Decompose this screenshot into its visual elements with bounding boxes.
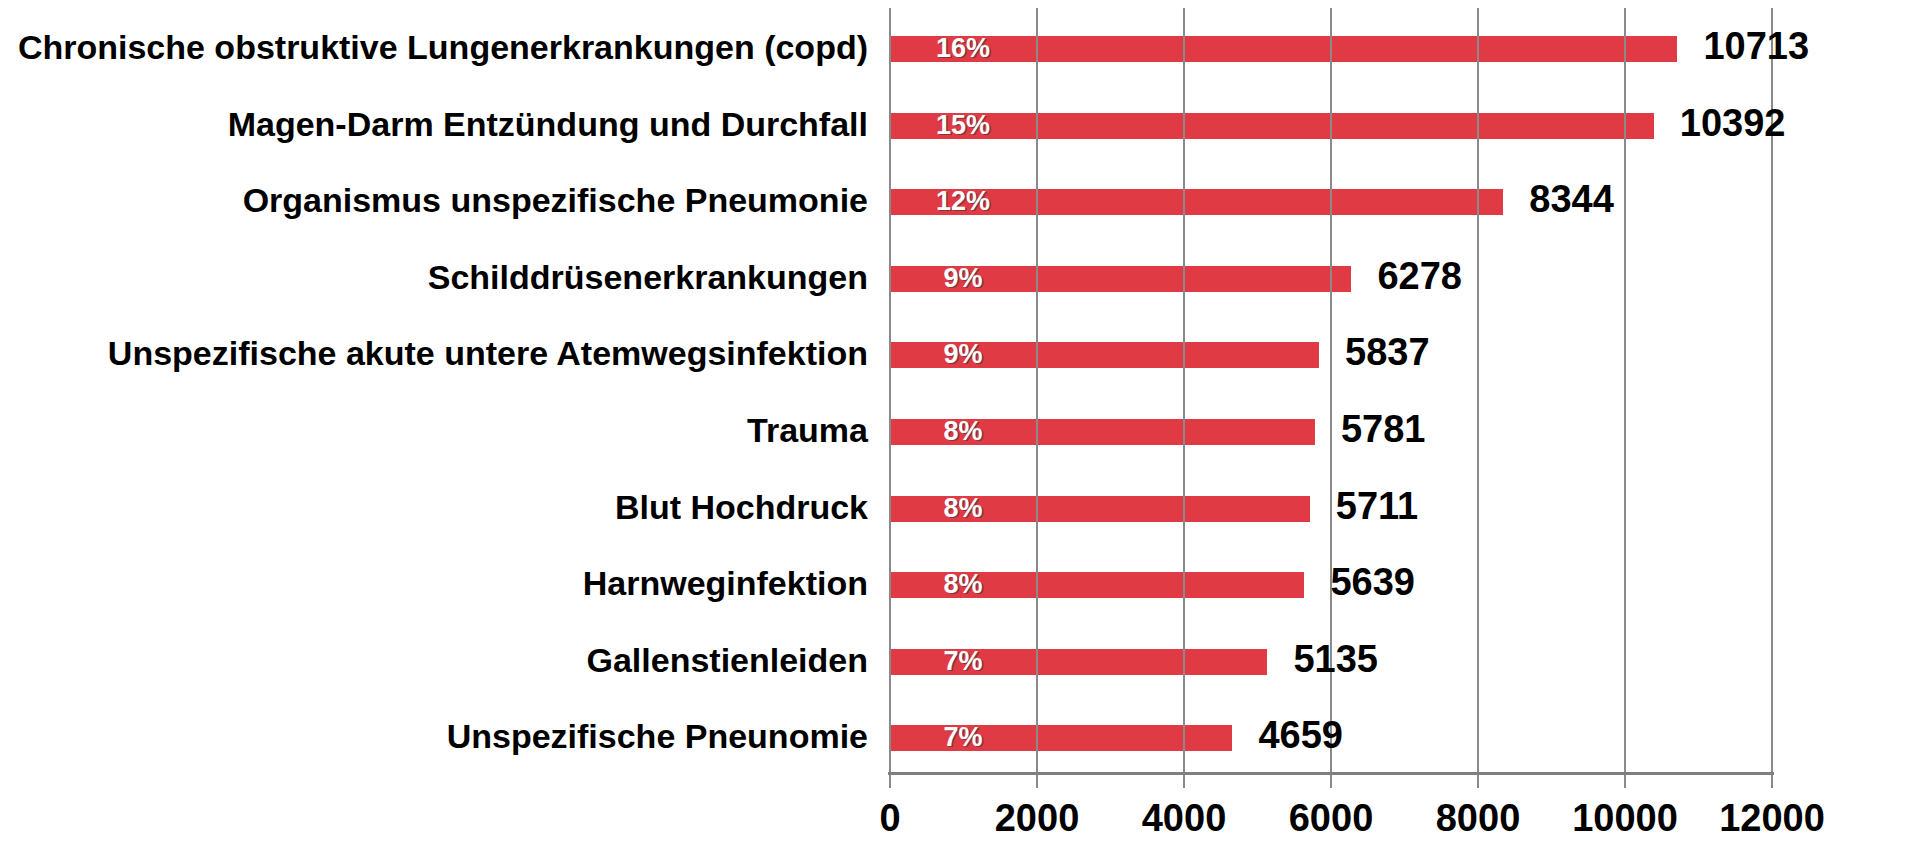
category-label: Trauma xyxy=(0,411,868,450)
bar-percent-label: 15% xyxy=(936,109,990,140)
bar-percent-label: 7% xyxy=(943,722,982,753)
horizontal-bar-chart: 16%15%12%9%9%8%8%8%7%7% 0200040006000800… xyxy=(0,0,1920,846)
x-axis-tick-label: 2000 xyxy=(995,797,1080,840)
x-axis-tick-label: 4000 xyxy=(1142,797,1227,840)
category-label: Unspezifische akute untere Atemwegsinfek… xyxy=(0,334,868,373)
category-label: Organismus unspezifische Pneumonie xyxy=(0,181,868,220)
bar-percent-label: 12% xyxy=(936,186,990,217)
category-label: Unspezifische Pneunomie xyxy=(0,717,868,756)
category-label: Schilddrüsenerkrankungen xyxy=(0,258,868,297)
bar: 15% xyxy=(890,113,1654,139)
bar-percent-label: 16% xyxy=(936,33,990,64)
bar: 12% xyxy=(890,189,1503,215)
bar: 7% xyxy=(890,649,1267,675)
x-axis-tick-label: 0 xyxy=(879,797,900,840)
category-label: Blut Hochdruck xyxy=(0,488,868,527)
category-label: Gallenstienleiden xyxy=(0,641,868,680)
bar: 8% xyxy=(890,419,1315,445)
bar-percent-label: 9% xyxy=(943,339,982,370)
bar-value-label: 5837 xyxy=(1345,331,1430,374)
x-axis-tick-label: 8000 xyxy=(1436,797,1521,840)
bar-percent-label: 8% xyxy=(943,416,982,447)
bar: 8% xyxy=(890,496,1310,522)
category-label: Magen-Darm Entzündung und Durchfall xyxy=(0,105,868,144)
category-label: Harnweginfektion xyxy=(0,564,868,603)
bar-value-label: 5711 xyxy=(1336,485,1418,528)
bar-value-label: 5781 xyxy=(1341,408,1426,451)
vertical-gridline xyxy=(1183,8,1185,788)
bar-percent-label: 9% xyxy=(943,263,982,294)
bar-value-label: 10713 xyxy=(1703,25,1809,68)
x-axis-tick-label: 12000 xyxy=(1719,797,1825,840)
bar-value-label: 5135 xyxy=(1293,638,1378,681)
bar-percent-label: 8% xyxy=(943,569,982,600)
vertical-gridline xyxy=(1477,8,1479,788)
vertical-gridline xyxy=(1624,8,1626,788)
x-axis-tick-label: 10000 xyxy=(1572,797,1678,840)
bar-value-label: 5639 xyxy=(1330,561,1415,604)
bar: 9% xyxy=(890,342,1319,368)
vertical-gridline xyxy=(889,8,891,788)
bar-value-label: 10392 xyxy=(1680,102,1786,145)
bar-value-label: 6278 xyxy=(1377,255,1462,298)
bar: 8% xyxy=(890,572,1304,598)
category-label: Chronische obstruktive Lungenerkrankunge… xyxy=(0,28,868,67)
bar: 16% xyxy=(890,36,1677,62)
bar: 7% xyxy=(890,725,1232,751)
bar-percent-label: 8% xyxy=(943,492,982,523)
bar: 9% xyxy=(890,266,1351,292)
x-axis-tick-label: 6000 xyxy=(1289,797,1374,840)
bar-value-label: 4659 xyxy=(1258,714,1343,757)
vertical-gridline xyxy=(1036,8,1038,788)
x-axis-line xyxy=(888,772,1774,775)
bar-value-label: 8344 xyxy=(1529,178,1614,221)
bar-percent-label: 7% xyxy=(943,646,982,677)
